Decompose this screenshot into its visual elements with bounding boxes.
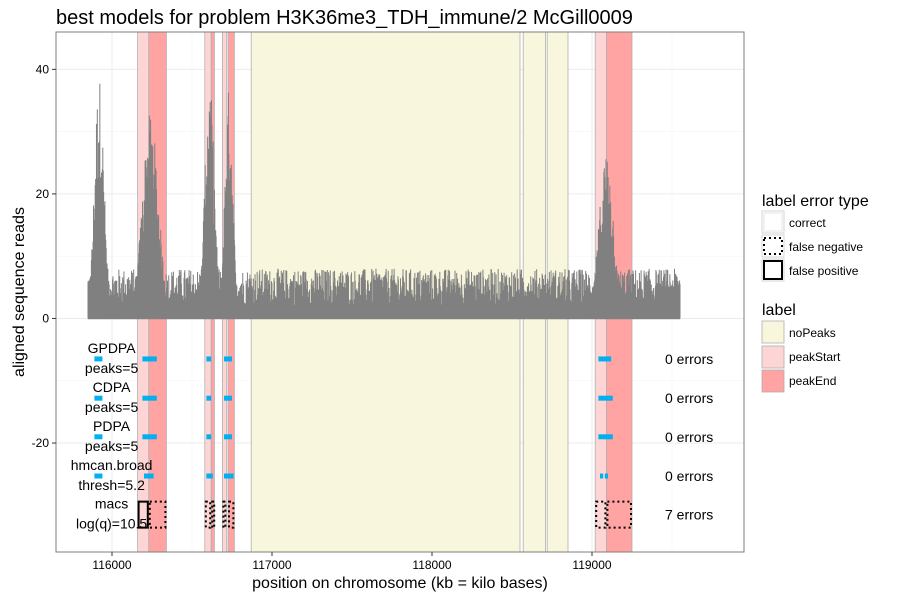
legend-key-false-positive xyxy=(761,258,785,282)
legend-key-correct xyxy=(761,210,785,234)
legend-key-nopeaks xyxy=(761,320,785,344)
model-error-count: 0 errors xyxy=(665,429,713,445)
legend-label-title: label xyxy=(762,302,796,319)
model-name-label: PDPA xyxy=(93,418,131,434)
x-tick-label: 118000 xyxy=(412,558,451,572)
model-name-label: hmcan.broad xyxy=(71,457,153,473)
legend-label: label noPeaks peakStart peakEnd xyxy=(761,302,841,393)
panel-border xyxy=(55,31,745,553)
plot-panel: GPDPA peaks=5 0 errors CDPA peaks=5 0 errors P… xyxy=(32,31,745,572)
model-param-label: peaks=5 xyxy=(85,438,139,454)
model-param-label: peaks=5 xyxy=(85,399,139,415)
legend-error-type: label error type correct false negative … xyxy=(761,193,869,282)
model-error-count: 0 errors xyxy=(665,390,713,406)
x-axis-title: position on chromosome (kb = kilo bases) xyxy=(252,575,548,592)
legend-item-false-positive: false positive xyxy=(789,264,859,278)
model-error-count: 0 errors xyxy=(665,468,713,484)
y-axis-title: aligned sequence reads xyxy=(11,207,28,377)
legend-key-peakend xyxy=(761,369,785,393)
model-error-count: 7 errors xyxy=(665,507,713,523)
model-param-label: thresh=5.2 xyxy=(78,477,145,493)
model-param-label: log(q)=10.5 xyxy=(76,516,147,532)
error-box-false-negative xyxy=(148,500,167,529)
error-box-false-negative xyxy=(222,500,227,529)
y-tick-label: 40 xyxy=(36,62,50,76)
legend-key-false-negative-box xyxy=(763,237,783,255)
model-error-count: 0 errors xyxy=(665,351,713,367)
error-box-false-negative xyxy=(211,500,216,529)
legend-item-peakstart: peakStart xyxy=(789,350,841,364)
coverage-signal xyxy=(87,83,681,319)
legend-item-peakend: peakEnd xyxy=(789,374,836,388)
legend-error-title: label error type xyxy=(762,193,869,210)
legend-item-false-negative: false negative xyxy=(789,240,863,254)
x-tick-label: 119000 xyxy=(572,558,611,572)
legend-key-false-negative xyxy=(761,234,785,258)
error-box-false-negative xyxy=(606,500,633,529)
legend-key-false-positive-box xyxy=(763,260,783,280)
legend-item-nopeaks: noPeaks xyxy=(789,326,836,340)
legend-key-correct-box xyxy=(763,212,783,232)
y-tick-label: 20 xyxy=(36,187,50,201)
legend-item-correct: correct xyxy=(789,216,826,230)
model-name-label: GPDPA xyxy=(88,340,137,356)
model-param-label: peaks=5 xyxy=(85,360,139,376)
x-tick-label: 116000 xyxy=(92,558,131,572)
y-tick-label: -20 xyxy=(32,436,50,450)
legend-key-peakstart xyxy=(761,345,785,369)
error-box-false-positive xyxy=(137,500,149,529)
model-name-label: macs xyxy=(95,496,128,512)
chart-title: best models for problem H3K36me3_TDH_imm… xyxy=(56,7,633,29)
y-tick-label: 0 xyxy=(42,311,49,325)
model-name-label: CDPA xyxy=(93,379,132,395)
x-tick-label: 117000 xyxy=(252,558,291,572)
